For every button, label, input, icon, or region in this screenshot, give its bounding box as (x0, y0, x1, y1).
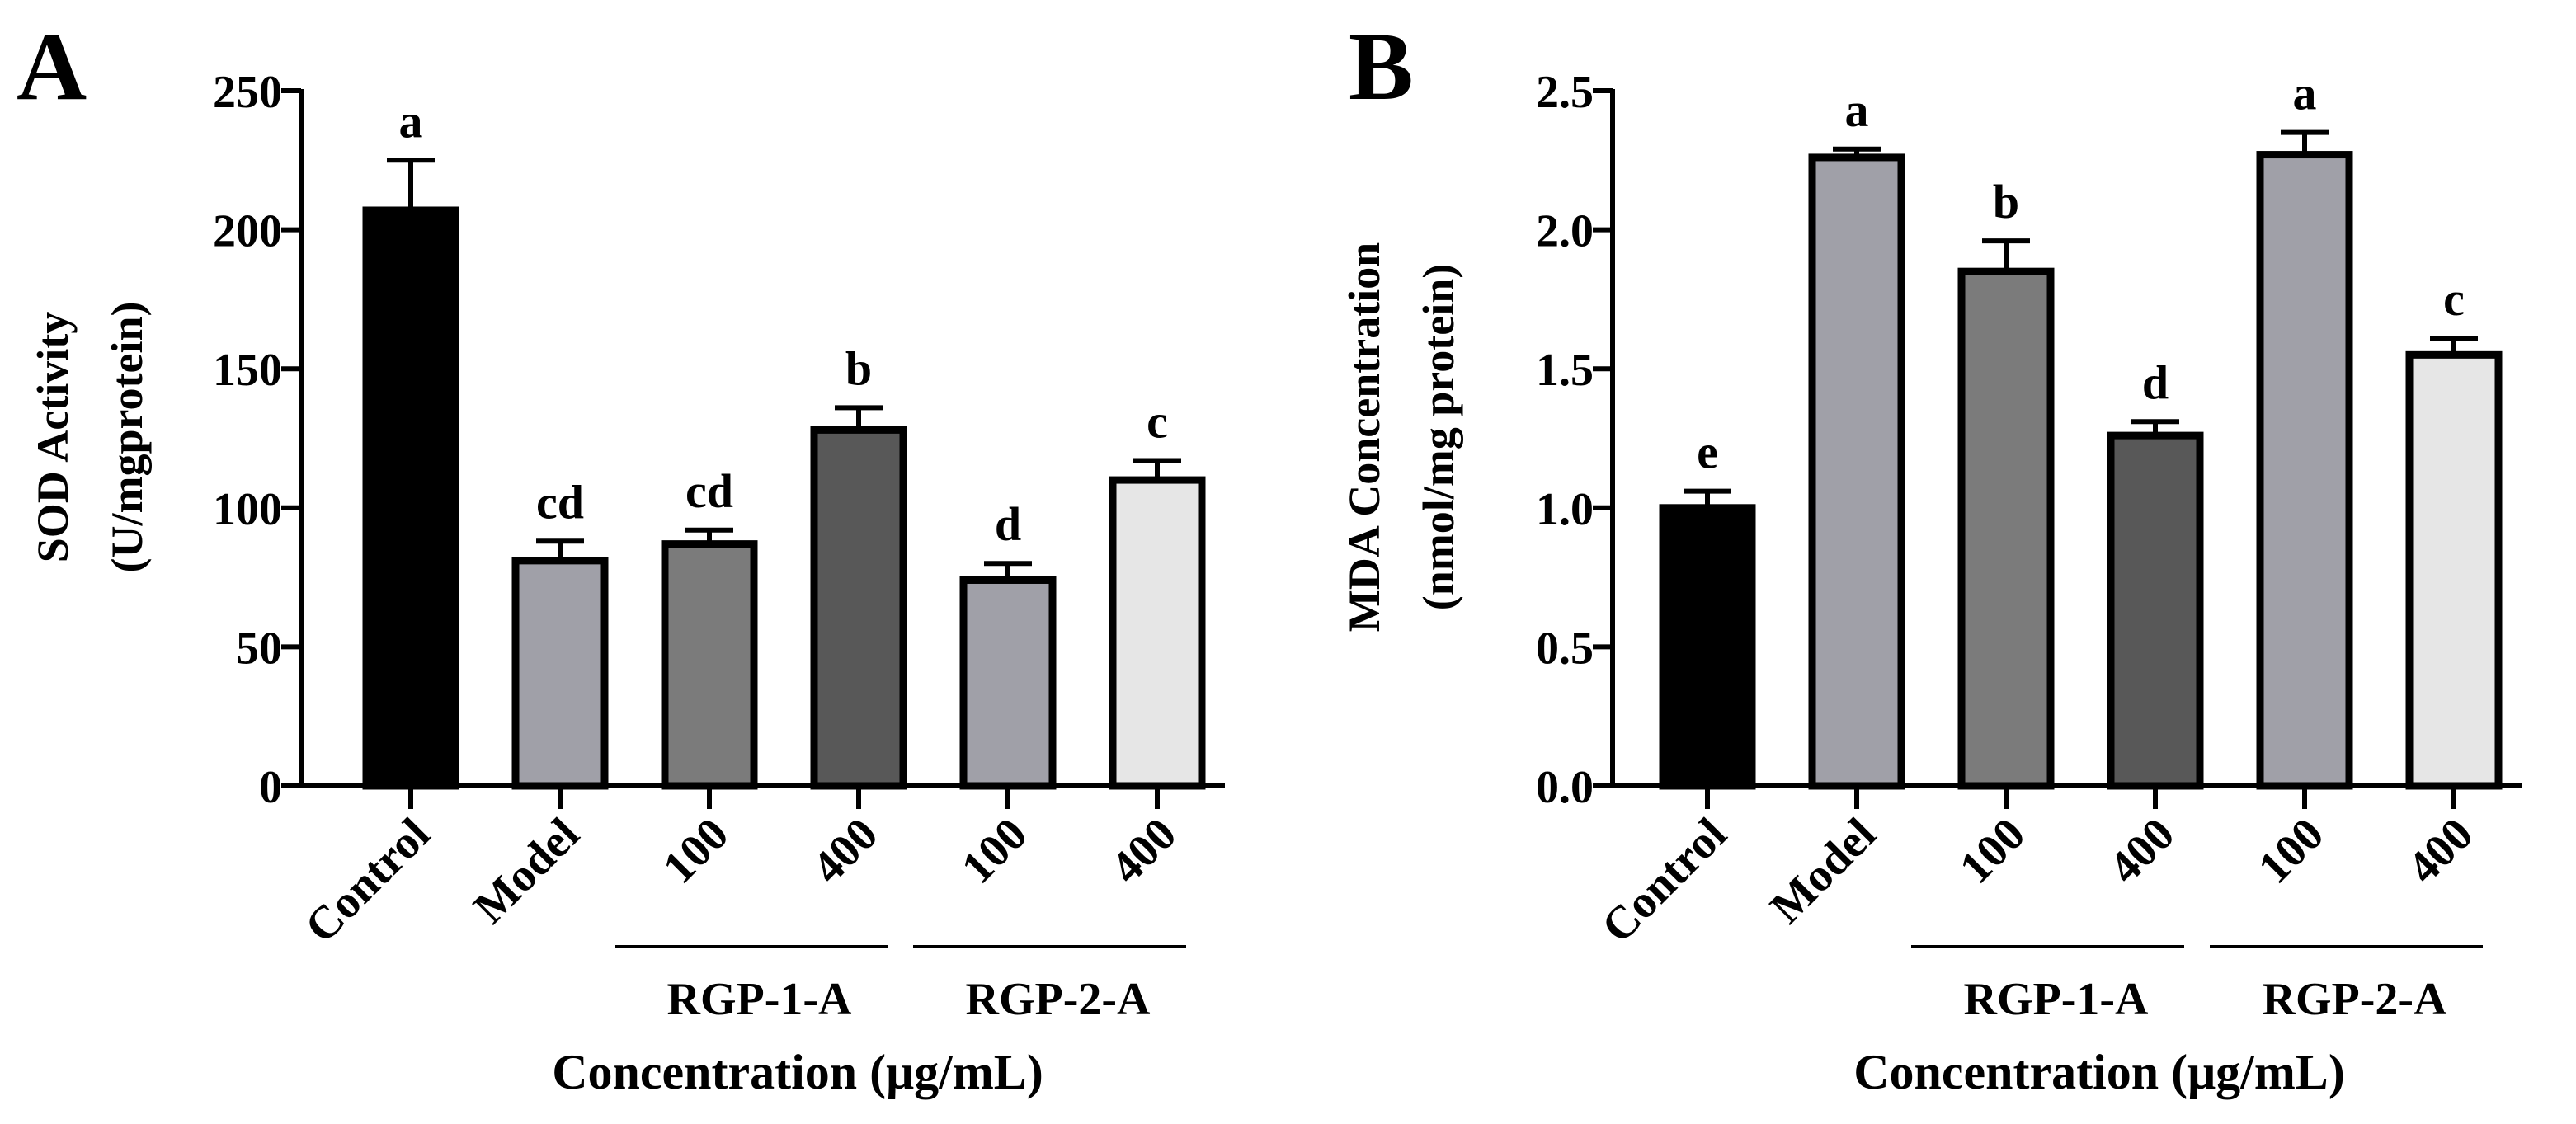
panel-a: A 0 50 100 150 200 250 SOD Activity (U/mgprotein… (16, 12, 1225, 1099)
category-label: Model (464, 808, 590, 934)
category-label: 100 (653, 808, 738, 893)
y-tick-label: 1.0 (1536, 484, 1594, 535)
significance-label: a (1845, 83, 1869, 137)
y-tick-label: 200 (213, 206, 282, 257)
bar (1109, 476, 1206, 790)
significance-label: e (1697, 426, 1718, 479)
significance-label: a (399, 94, 423, 148)
x-axis-title: Concentration (μg/mL) (552, 1045, 1043, 1099)
panel-b: B 0.0 0.5 1.0 1.5 2.0 2.5 MDA Concentration (nmo… (1340, 12, 2522, 1099)
significance-label: d (995, 497, 1021, 551)
y-tick-label: 250 (213, 67, 282, 118)
category-label: 400 (1101, 808, 1186, 893)
bar (661, 540, 758, 790)
group-label: RGP-2-A (966, 974, 1151, 1025)
category-label: 100 (1950, 808, 2035, 893)
group-label: RGP-2-A (2263, 974, 2448, 1025)
y-axis-title: SOD Activity (28, 312, 78, 563)
panel-label: B (1349, 12, 1414, 120)
y-axis-unit: (nmol/mg protein) (1414, 264, 1463, 610)
significance-label: d (2142, 355, 2169, 409)
bar (1808, 153, 1905, 790)
group-label: RGP-1-A (667, 974, 853, 1025)
y-tick-label: 50 (236, 623, 282, 674)
bar (511, 557, 609, 790)
panel-label: A (16, 12, 87, 120)
y-tick-label: 2.0 (1536, 206, 1594, 257)
significance-label: c (1147, 394, 1168, 448)
category-label: 400 (2099, 808, 2184, 893)
significance-label: b (1993, 175, 2019, 228)
significance-label: cd (685, 464, 733, 518)
bar (2256, 151, 2353, 790)
category-label: Model (1761, 808, 1886, 934)
category-label: 400 (2398, 808, 2483, 893)
category-label: Control (295, 808, 440, 952)
bar (1659, 504, 1756, 790)
bar (2405, 350, 2503, 790)
significance-label: c (2443, 272, 2465, 326)
y-tick-label: 150 (213, 345, 282, 396)
category-label: 100 (952, 808, 1037, 893)
category-label: 100 (2249, 808, 2333, 893)
y-axis-unit: (U/mgprotein) (102, 302, 152, 573)
bar (810, 426, 907, 790)
significance-label: cd (536, 475, 584, 529)
y-tick-label: 0.0 (1536, 762, 1594, 813)
y-tick-label: 0.5 (1536, 623, 1594, 674)
bar (2107, 431, 2204, 790)
bar (1957, 267, 2055, 790)
y-tick-label: 0 (259, 762, 282, 813)
y-tick-label: 1.5 (1536, 345, 1594, 396)
significance-label: b (845, 341, 872, 395)
category-label: Control (1592, 808, 1736, 952)
significance-label: a (2293, 67, 2317, 120)
y-tick-label: 100 (213, 484, 282, 535)
x-axis-title: Concentration (μg/mL) (1853, 1045, 2345, 1099)
y-axis-title: MDA Concentration (1340, 242, 1389, 632)
y-tick-label: 2.5 (1536, 67, 1594, 118)
category-label: 400 (803, 808, 888, 893)
bar (959, 576, 1057, 790)
bar (362, 206, 459, 790)
group-label: RGP-1-A (1964, 974, 2150, 1025)
